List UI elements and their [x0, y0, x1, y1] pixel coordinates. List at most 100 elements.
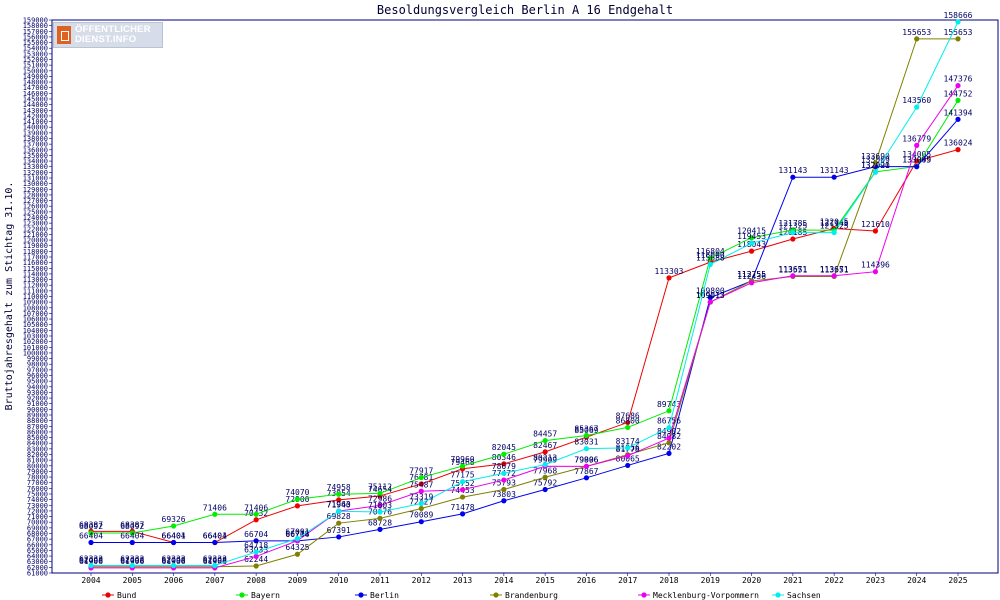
- series-line: [91, 21, 959, 566]
- y-tick-label: 127000: [23, 197, 48, 205]
- y-tick-label: 70000: [27, 519, 48, 527]
- data-label: 66704: [244, 530, 268, 539]
- y-tick-label: 96000: [27, 372, 48, 380]
- data-label: 75112: [368, 482, 392, 491]
- data-label: 71963: [327, 500, 351, 509]
- data-label: 68728: [368, 518, 392, 527]
- legend-label: Bayern: [251, 591, 280, 600]
- y-tick-label: 91000: [27, 400, 48, 408]
- data-label: 83031: [574, 438, 598, 447]
- data-point: [294, 536, 301, 542]
- series-line: [91, 85, 959, 569]
- data-point: [707, 261, 713, 268]
- data-point: [914, 142, 920, 148]
- data-label: 131143: [820, 166, 849, 175]
- x-tick-label: 2010: [329, 576, 348, 585]
- data-label: 75793: [492, 479, 516, 488]
- y-tick-label: 61000: [27, 570, 48, 578]
- data-point: [666, 275, 672, 281]
- legend-swatch-marker: [105, 592, 111, 598]
- y-tick-label: 63000: [27, 558, 48, 566]
- data-point: [831, 174, 837, 180]
- data-label: 64718: [244, 541, 268, 550]
- data-label: 119453: [737, 232, 766, 241]
- x-tick-label: 2015: [536, 576, 555, 585]
- data-label: 77175: [451, 471, 475, 480]
- data-point: [336, 508, 342, 514]
- y-tick-label: 135000: [23, 152, 48, 160]
- y-tick-label: 107000: [23, 310, 48, 318]
- y-tick-label: 90000: [27, 406, 48, 414]
- data-point: [336, 534, 342, 540]
- data-point: [459, 479, 466, 485]
- data-label: 62098: [203, 556, 227, 565]
- data-point: [501, 477, 507, 483]
- y-tick-label: 150000: [23, 67, 48, 75]
- logo-icon: [57, 26, 71, 44]
- data-label: 133009: [902, 156, 931, 165]
- data-label: 144752: [944, 89, 973, 98]
- x-tick-label: 2016: [577, 576, 596, 585]
- y-tick-label: 98000: [27, 361, 48, 369]
- data-label: 69828: [327, 512, 351, 521]
- data-point: [129, 562, 135, 569]
- data-point: [583, 446, 590, 452]
- data-label: 85367: [574, 425, 598, 434]
- data-point: [955, 97, 961, 103]
- legend-swatch-marker: [775, 592, 781, 598]
- data-label: 83174: [616, 437, 640, 446]
- data-label: 131143: [778, 166, 807, 175]
- data-label: 147376: [944, 75, 973, 84]
- data-point: [501, 498, 507, 504]
- y-tick-label: 108000: [23, 304, 48, 312]
- data-label: 84902: [657, 427, 681, 436]
- data-label: 66401: [203, 532, 227, 541]
- legend-swatch-marker: [641, 592, 647, 598]
- y-tick-label: 126000: [23, 203, 48, 211]
- data-label: 113551: [820, 265, 849, 274]
- logo-line-2: DIENST.INFO: [75, 34, 137, 45]
- y-tick-label: 67000: [27, 536, 48, 544]
- data-point: [666, 408, 672, 414]
- data-point: [748, 235, 755, 241]
- data-label: 75792: [533, 479, 557, 488]
- y-tick-label: 136000: [23, 146, 48, 154]
- x-tick-label: 2019: [701, 576, 720, 585]
- data-point: [625, 419, 631, 426]
- y-tick-label: 114000: [23, 270, 48, 278]
- data-point: [625, 424, 631, 431]
- data-label: 67091: [285, 528, 309, 537]
- data-point: [459, 494, 466, 500]
- data-point: [748, 240, 755, 246]
- y-tick-label: 95000: [27, 378, 48, 386]
- y-tick-label: 94000: [27, 383, 48, 391]
- data-point: [542, 474, 548, 480]
- data-point: [790, 229, 796, 236]
- x-tick-label: 2013: [453, 576, 472, 585]
- y-tick-label: 105000: [23, 321, 48, 329]
- series-line: [91, 149, 959, 544]
- data-point: [88, 530, 94, 536]
- y-tick-label: 62000: [27, 564, 48, 572]
- data-label: 113303: [655, 267, 684, 276]
- data-point: [914, 36, 920, 42]
- data-label: 155653: [944, 28, 973, 37]
- data-label: 69326: [162, 515, 186, 524]
- y-tick-label: 153000: [23, 50, 48, 58]
- data-label: 67391: [327, 526, 351, 535]
- data-point: [666, 440, 672, 446]
- data-point: [542, 486, 548, 493]
- y-tick-label: 78000: [27, 474, 48, 482]
- data-label: 86800: [616, 416, 640, 425]
- data-point: [336, 491, 342, 497]
- data-point: [625, 445, 631, 451]
- data-label: 62333: [162, 554, 186, 563]
- y-axis: 6100062000630006400065000660006700068000…: [23, 17, 52, 578]
- y-tick-label: 101000: [23, 344, 48, 352]
- y-tick-label: 144000: [23, 101, 48, 109]
- data-point: [914, 164, 920, 170]
- data-point: [831, 229, 837, 236]
- data-label: 62333: [79, 554, 103, 563]
- y-tick-label: 154000: [23, 45, 48, 53]
